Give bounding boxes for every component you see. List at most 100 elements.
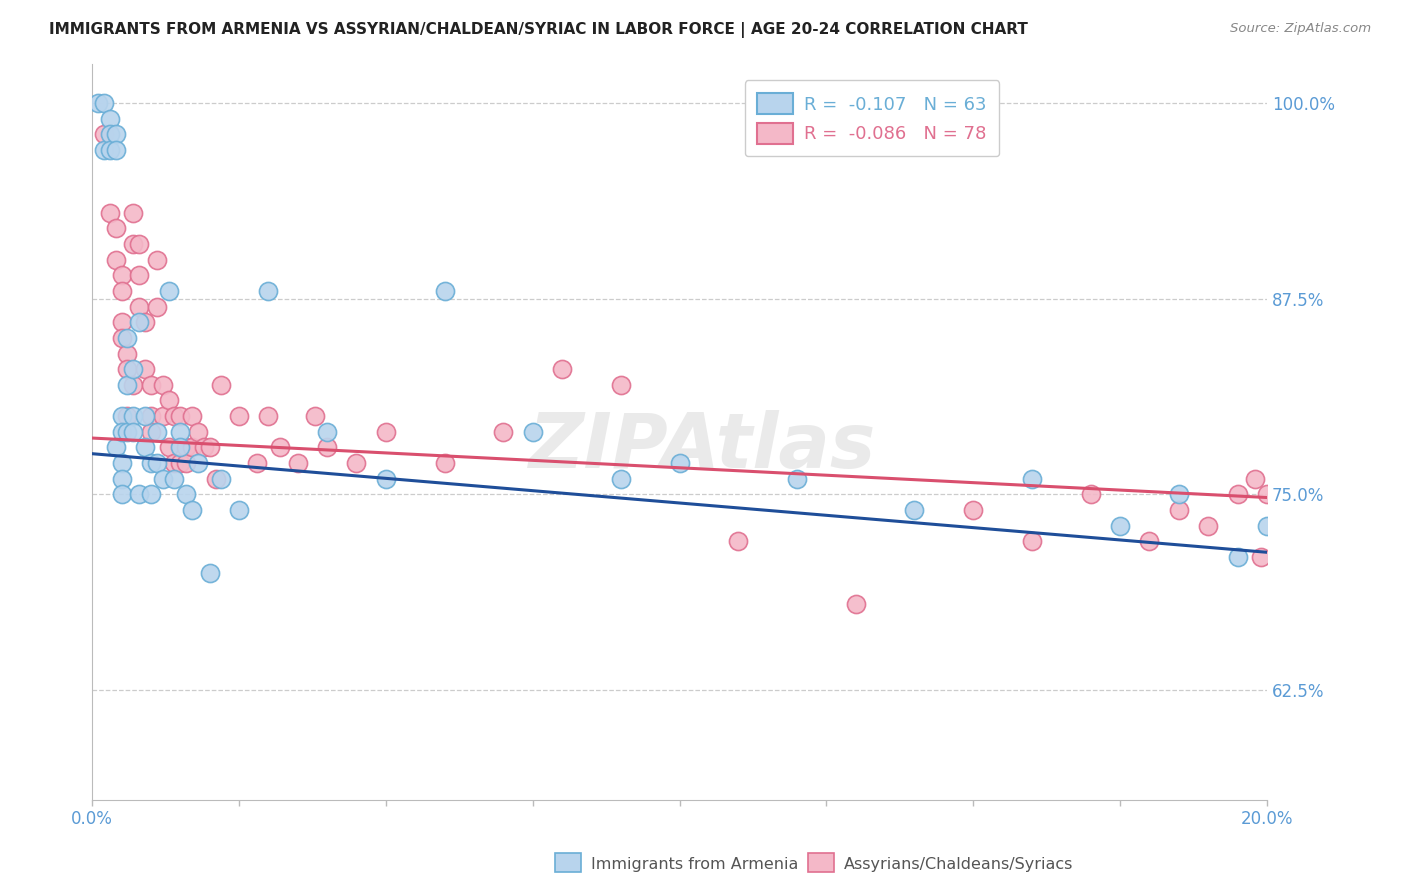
Point bbox=[786, 472, 808, 486]
Point bbox=[110, 331, 132, 345]
Point bbox=[110, 315, 132, 329]
Point bbox=[157, 284, 180, 298]
Point bbox=[522, 425, 544, 439]
Point bbox=[551, 362, 574, 376]
Point bbox=[257, 409, 280, 424]
Point bbox=[104, 441, 127, 455]
Point bbox=[181, 503, 204, 517]
Point bbox=[209, 377, 232, 392]
Point bbox=[1167, 487, 1189, 501]
Point bbox=[117, 377, 139, 392]
Point bbox=[98, 143, 121, 157]
Text: ZIPAtlas: ZIPAtlas bbox=[529, 409, 877, 483]
Point bbox=[1021, 472, 1043, 486]
Point bbox=[122, 425, 145, 439]
Point bbox=[1256, 487, 1278, 501]
Point bbox=[117, 346, 139, 360]
Point bbox=[610, 472, 633, 486]
Point bbox=[845, 597, 868, 611]
Point bbox=[174, 456, 197, 470]
Point bbox=[87, 96, 110, 111]
Point bbox=[374, 425, 396, 439]
Point bbox=[1226, 487, 1249, 501]
Point bbox=[128, 300, 150, 314]
Point bbox=[122, 409, 145, 424]
Point bbox=[1080, 487, 1102, 501]
Point bbox=[181, 409, 204, 424]
Point bbox=[128, 268, 150, 283]
Point bbox=[134, 409, 156, 424]
Text: Source: ZipAtlas.com: Source: ZipAtlas.com bbox=[1230, 22, 1371, 36]
Point bbox=[104, 221, 127, 235]
Point bbox=[93, 96, 115, 111]
Point bbox=[122, 205, 145, 219]
Point bbox=[146, 252, 169, 267]
Point bbox=[903, 503, 925, 517]
Point bbox=[257, 284, 280, 298]
Point bbox=[139, 377, 162, 392]
Point bbox=[269, 441, 291, 455]
Point bbox=[193, 441, 215, 455]
Point bbox=[169, 409, 191, 424]
Point bbox=[610, 377, 633, 392]
Point bbox=[228, 503, 250, 517]
Point bbox=[346, 456, 368, 470]
Point bbox=[98, 128, 121, 142]
Point bbox=[304, 409, 326, 424]
Point bbox=[110, 425, 132, 439]
Point bbox=[1256, 518, 1278, 533]
Point bbox=[163, 409, 186, 424]
Point bbox=[139, 409, 162, 424]
Point bbox=[316, 425, 339, 439]
Point bbox=[93, 143, 115, 157]
Point bbox=[209, 472, 232, 486]
Point bbox=[668, 456, 690, 470]
Point bbox=[174, 487, 197, 501]
Point bbox=[122, 377, 145, 392]
Point bbox=[110, 284, 132, 298]
Point bbox=[146, 300, 169, 314]
Point bbox=[122, 237, 145, 252]
Point bbox=[122, 362, 145, 376]
Point bbox=[1226, 549, 1249, 564]
Point bbox=[139, 425, 162, 439]
Point bbox=[128, 487, 150, 501]
Point bbox=[163, 456, 186, 470]
Point bbox=[152, 472, 174, 486]
Point bbox=[104, 143, 127, 157]
Point bbox=[174, 441, 197, 455]
Point bbox=[152, 377, 174, 392]
Point bbox=[128, 315, 150, 329]
Point bbox=[727, 534, 749, 549]
Point bbox=[198, 566, 221, 580]
Point bbox=[1197, 518, 1219, 533]
Point bbox=[110, 472, 132, 486]
Point bbox=[128, 237, 150, 252]
Point bbox=[962, 503, 984, 517]
Point bbox=[134, 441, 156, 455]
Point bbox=[104, 128, 127, 142]
Point bbox=[98, 112, 121, 126]
Point bbox=[110, 487, 132, 501]
Point bbox=[98, 205, 121, 219]
Point bbox=[187, 456, 209, 470]
Point bbox=[433, 284, 456, 298]
Point bbox=[110, 409, 132, 424]
Point bbox=[1139, 534, 1161, 549]
Point bbox=[117, 362, 139, 376]
Point bbox=[169, 441, 191, 455]
Text: IMMIGRANTS FROM ARMENIA VS ASSYRIAN/CHALDEAN/SYRIAC IN LABOR FORCE | AGE 20-24 C: IMMIGRANTS FROM ARMENIA VS ASSYRIAN/CHAL… bbox=[49, 22, 1028, 38]
Point bbox=[204, 472, 226, 486]
Point bbox=[157, 441, 180, 455]
Point bbox=[152, 409, 174, 424]
Point bbox=[181, 441, 204, 455]
Point bbox=[139, 487, 162, 501]
Point bbox=[287, 456, 309, 470]
Point bbox=[198, 441, 221, 455]
Point bbox=[110, 456, 132, 470]
Point bbox=[104, 252, 127, 267]
Point bbox=[139, 456, 162, 470]
Text: Immigrants from Armenia: Immigrants from Armenia bbox=[591, 857, 797, 872]
Point bbox=[163, 472, 186, 486]
Point bbox=[93, 128, 115, 142]
